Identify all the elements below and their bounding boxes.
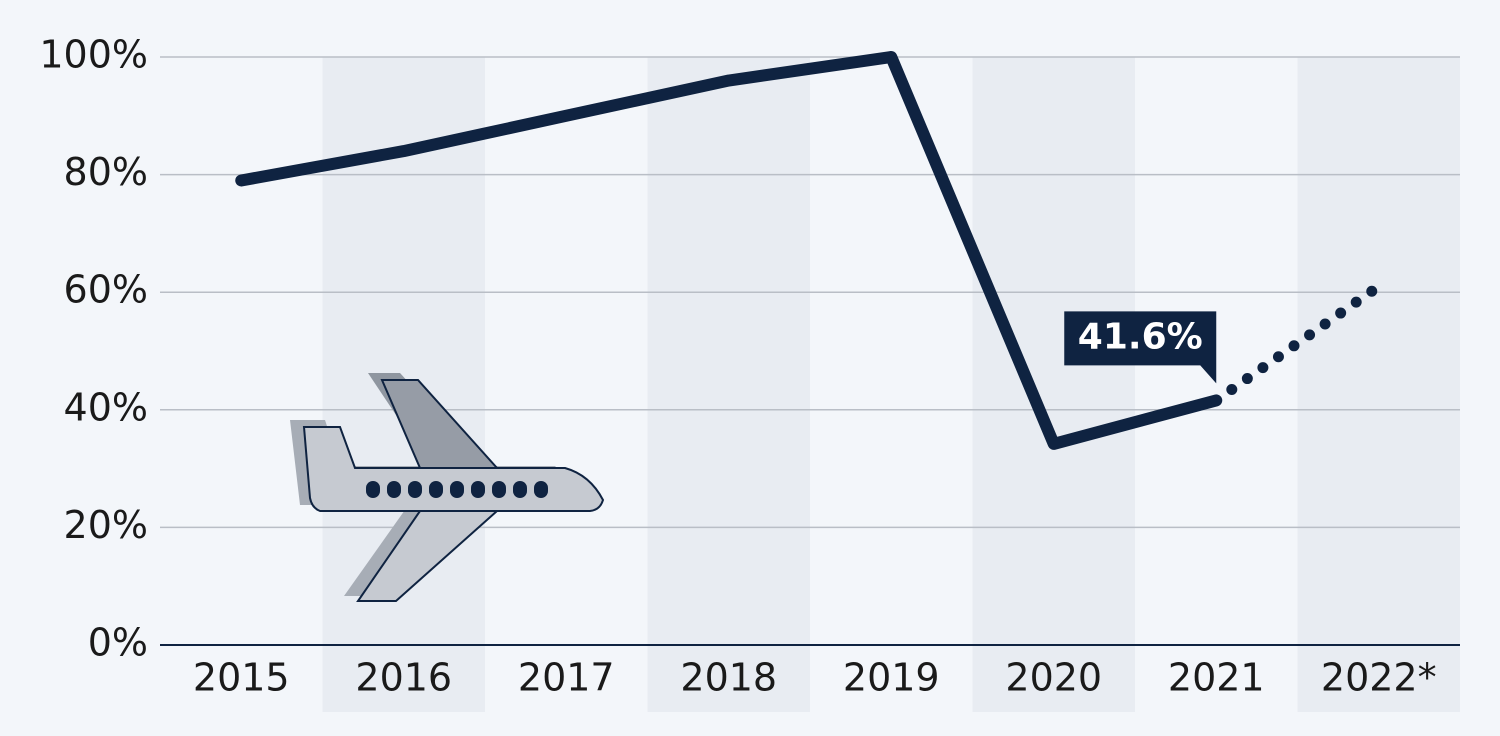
x-tick-label: 2017 <box>518 656 615 700</box>
y-tick-label: 0% <box>88 621 148 665</box>
y-tick-label: 20% <box>64 503 148 547</box>
data-line <box>235 51 1223 450</box>
column-band <box>1297 57 1460 712</box>
y-tick-label: 60% <box>64 268 148 312</box>
band-layer <box>322 57 1460 712</box>
x-tick-label: 2020 <box>1005 656 1102 700</box>
column-band <box>972 57 1135 712</box>
y-tick-label: 40% <box>64 385 148 429</box>
x-tick-label: 2016 <box>355 656 452 700</box>
airplane-icon <box>290 373 605 602</box>
column-band <box>647 57 810 712</box>
grid-layer <box>160 56 1460 646</box>
data-label: 41.6% <box>1078 316 1203 357</box>
x-tick-label: 2015 <box>193 656 290 700</box>
plot-layer: 2015 2016 2017 2018 2019 2020 2021 2022* 0% 20% 40… <box>39 33 1436 700</box>
x-tick-label: 2021 <box>1168 656 1265 700</box>
x-tick-label: 2018 <box>680 656 777 700</box>
y-tick-label: 80% <box>64 150 148 194</box>
label-box <box>1064 311 1217 384</box>
x-tick-label: 2022* <box>1321 656 1437 700</box>
projection-line <box>1210 280 1385 406</box>
y-tick-label: 100% <box>39 33 148 77</box>
x-tick-label: 2019 <box>843 656 940 700</box>
